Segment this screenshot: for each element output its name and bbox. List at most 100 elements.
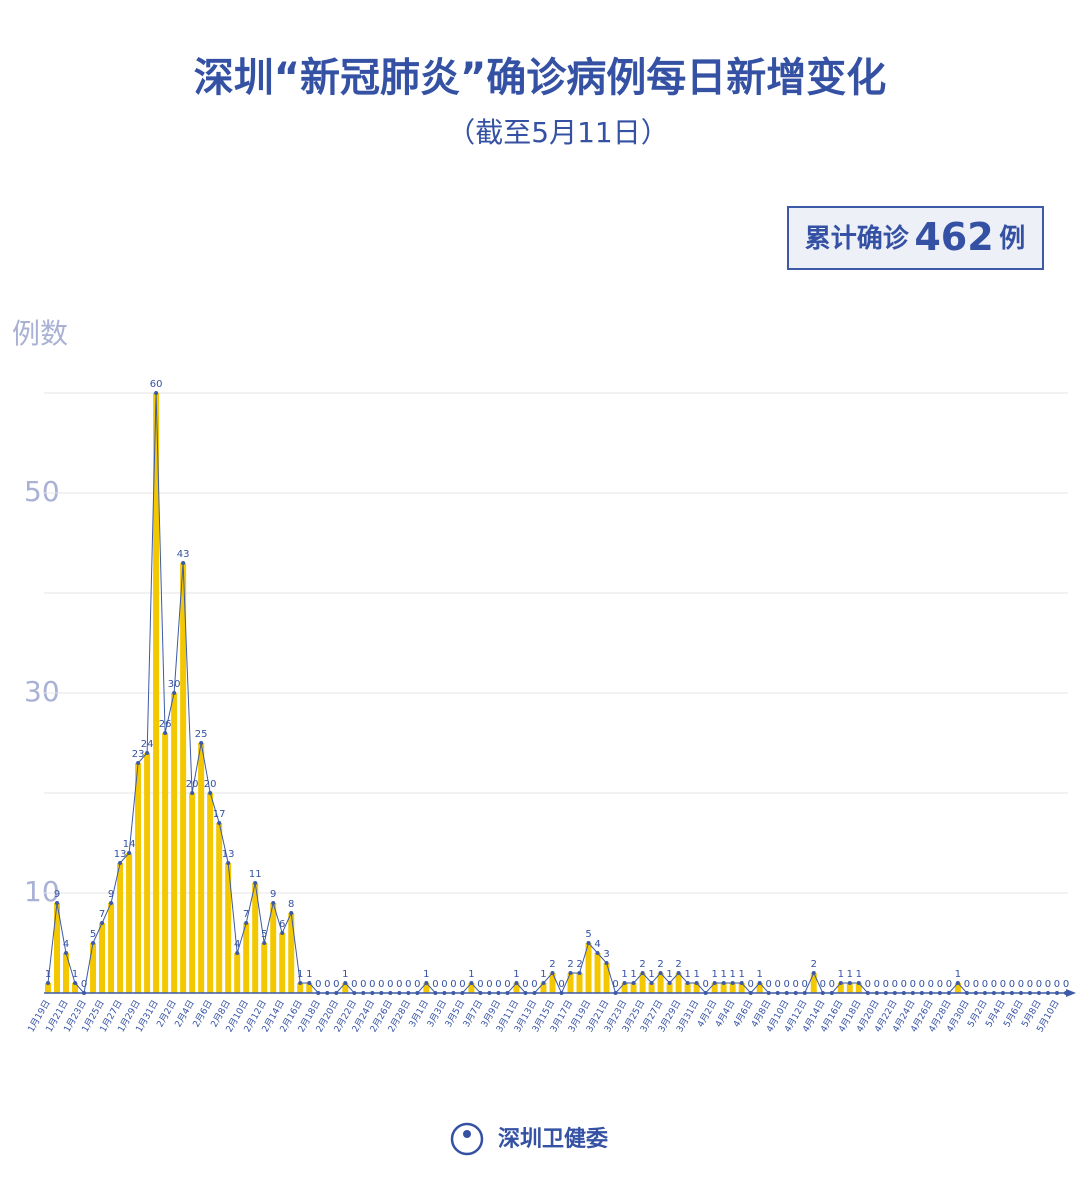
data-label: 0 [1009,979,1015,990]
data-label: 2 [639,959,645,970]
data-label: 11 [249,869,262,880]
data-label: 1 [297,969,303,980]
point [757,981,762,985]
total-text: 累计确诊 462 例 [805,215,1026,259]
data-label: 0 [1000,979,1006,990]
data-label: 1 [306,969,312,980]
data-label: 3 [603,949,609,960]
data-label: 60 [150,379,163,390]
data-label: 0 [829,979,835,990]
total-box [787,206,1044,270]
data-label: 0 [1054,979,1060,990]
data-label: 0 [369,979,375,990]
data-label: 0 [351,979,357,990]
point [739,981,744,985]
bar [279,933,286,993]
point [694,981,699,985]
data-label: 17 [213,809,226,820]
point [145,751,150,755]
bar [576,973,583,993]
data-label: 23 [132,749,145,760]
point [811,971,816,975]
point [307,981,312,985]
data-label: 0 [414,979,420,990]
data-label: 0 [883,979,889,990]
data-label: 5 [261,929,267,940]
bar [513,983,520,993]
point [64,951,69,955]
data-label: 2 [675,959,681,970]
total-suffix: 例 [999,224,1025,254]
point [226,861,231,865]
bar [234,953,241,993]
point [199,741,204,745]
point [244,921,249,925]
data-label: 8 [288,899,294,910]
data-label: 9 [270,889,276,900]
data-label: 1 [838,969,844,980]
point [262,941,267,945]
data-label: 0 [405,979,411,990]
bar [171,693,178,993]
point [154,391,159,395]
data-label: 1 [423,969,429,980]
data-label: 1 [630,969,636,980]
y-tick-label: 50 [24,475,60,508]
bar [180,563,187,993]
point [712,981,717,985]
point [631,981,636,985]
bar [468,983,475,993]
bar [540,983,547,993]
data-label: 0 [892,979,898,990]
point [577,971,582,975]
bar [297,983,304,993]
bar [738,983,745,993]
point [568,971,573,975]
data-label: 13 [222,849,235,860]
point [46,981,50,985]
x-axis-arrow [1066,989,1076,997]
point [136,761,141,765]
point [253,881,258,885]
bar [711,983,718,993]
point [550,971,555,975]
data-label: 1 [45,969,51,980]
data-label: 0 [315,979,321,990]
total-value: 462 [914,215,993,259]
point [235,951,240,955]
data-label: 30 [168,679,181,690]
data-label: 0 [531,979,537,990]
point [271,901,276,905]
bar [54,903,61,993]
data-label: 0 [612,979,618,990]
data-label: 0 [910,979,916,990]
point [514,981,519,985]
y-axis-label: 例数 [12,317,68,350]
bar [342,983,349,993]
point [163,731,168,735]
bar [144,753,151,993]
bar [288,913,295,993]
y-tick-label: 10 [24,875,60,908]
point [604,961,609,965]
bar [810,973,817,993]
data-label: 0 [495,979,501,990]
data-label: 0 [874,979,880,990]
bar [648,983,655,993]
data-label: 1 [693,969,699,980]
data-label: 2 [567,959,573,970]
point [955,981,960,985]
data-label: 0 [865,979,871,990]
data-label: 2 [657,959,663,970]
point [127,851,132,855]
data-label: 0 [477,979,483,990]
data-label: 13 [114,849,127,860]
point [91,941,96,945]
data-label: 0 [81,979,87,990]
data-label: 0 [973,979,979,990]
data-label: 0 [450,979,456,990]
bar [45,983,51,993]
bar [621,983,628,993]
